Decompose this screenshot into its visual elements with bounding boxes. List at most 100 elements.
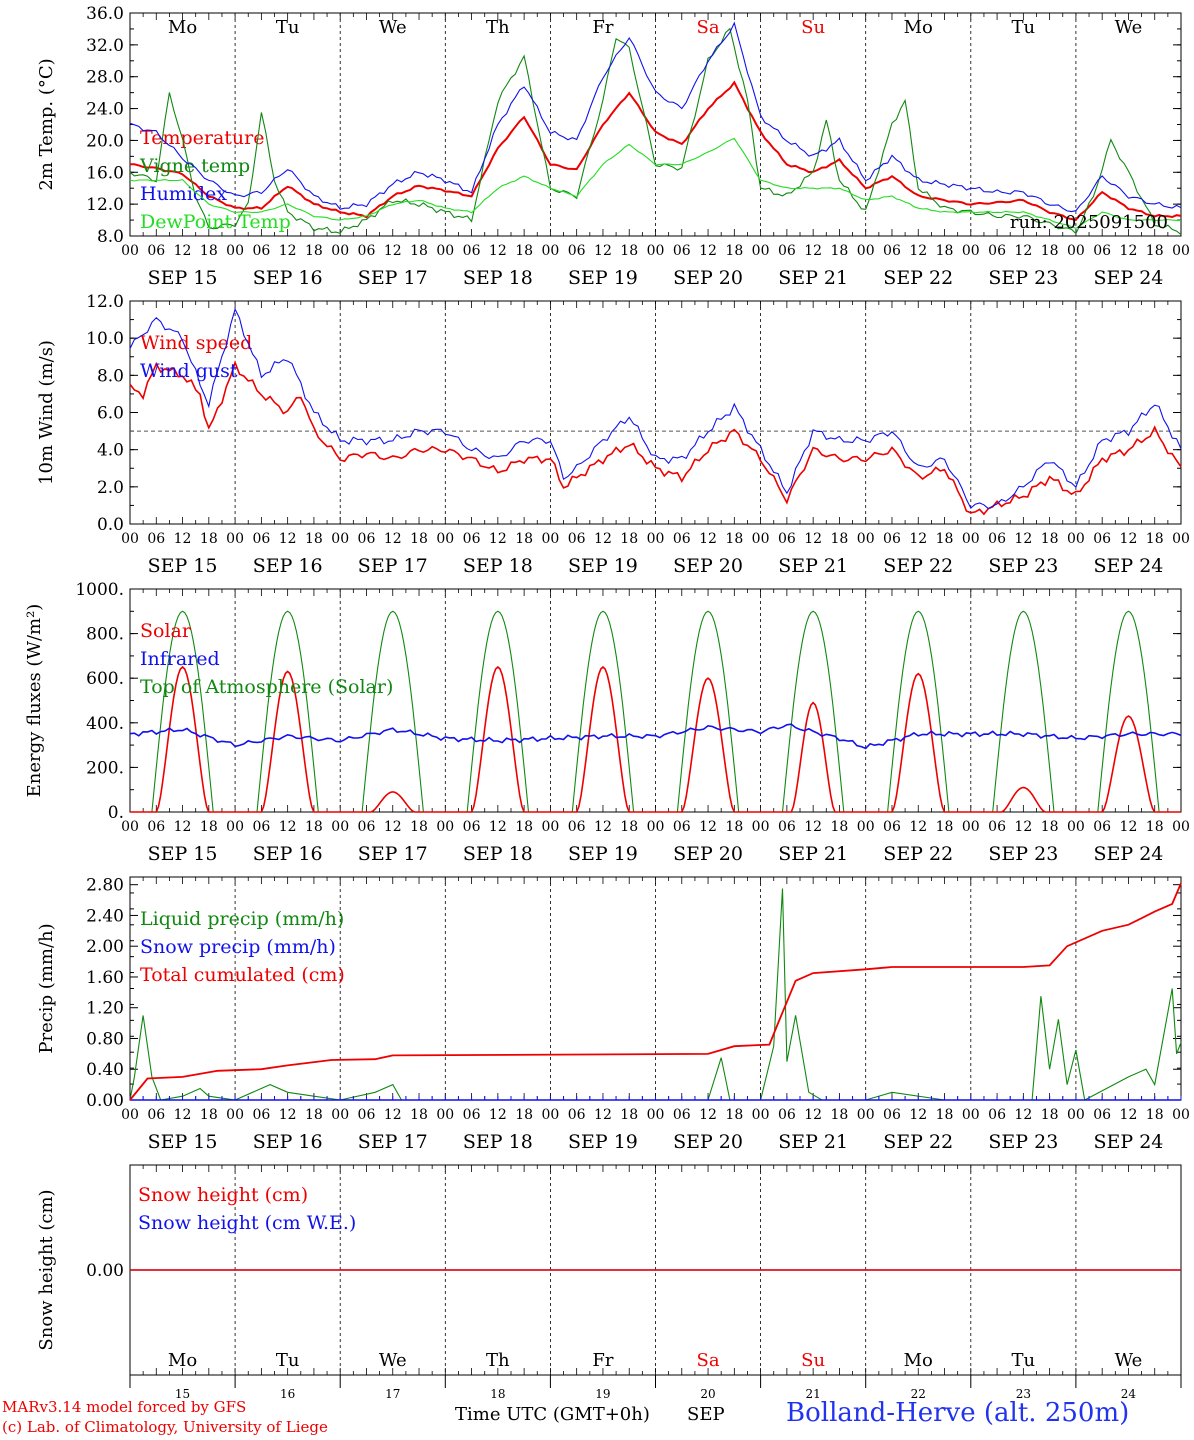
x-hour-label: 18	[831, 819, 849, 835]
x-hour-label: 18	[1041, 1107, 1059, 1123]
x-date-label: SEP 21	[778, 555, 848, 577]
x-hour-label: 18	[725, 243, 743, 259]
x-date-label: SEP 20	[673, 555, 743, 577]
x-date-label: SEP 24	[1094, 843, 1164, 865]
x-hour-label: 18	[1041, 243, 1059, 259]
y-tick-label: 28.0	[86, 68, 124, 88]
x-date-label: SEP 18	[463, 555, 533, 577]
x-hour-label: 18	[936, 243, 954, 259]
x-date-label: SEP 17	[358, 555, 428, 577]
x-hour-label: 12	[699, 531, 717, 547]
x-hour-label: 18	[515, 243, 533, 259]
x-date-label: SEP 24	[1094, 555, 1164, 577]
panel-frame-1	[129, 12, 1182, 237]
x-hour-label: 12	[804, 819, 822, 835]
x-hour-label: 12	[174, 531, 192, 547]
x-hour-label: 12	[804, 1107, 822, 1123]
x-hour-label: 18	[410, 531, 428, 547]
day-number-label: 22	[911, 1387, 926, 1401]
y-tick-label: 8.0	[97, 366, 124, 386]
y-tick-label: 12.0	[86, 292, 124, 312]
x-hour-label: 12	[909, 1107, 927, 1123]
weekday-label: Su	[801, 17, 825, 38]
x-hour-label: 06	[778, 1107, 796, 1123]
x-hour-label: 18	[725, 531, 743, 547]
x-date-label: SEP 23	[988, 555, 1058, 577]
weekday-label: Mo	[904, 17, 933, 38]
weekday-label: Su	[801, 1350, 825, 1371]
x-hour-label: 12	[699, 243, 717, 259]
x-hour-label: 18	[1041, 819, 1059, 835]
x-hour-label: 12	[384, 531, 402, 547]
x-hour-label: 12	[594, 243, 612, 259]
x-hour-label: 06	[1093, 531, 1111, 547]
x-hour-label: 00	[1067, 243, 1085, 259]
y-tick-label: 4.0	[97, 441, 124, 461]
y-tick-label: 8.0	[97, 227, 124, 247]
y-tick-label: 20.0	[86, 131, 124, 151]
x-hour-label: 12	[1014, 531, 1032, 547]
x-date-label: SEP 24	[1094, 1131, 1164, 1153]
y-tick-label: 0.0	[97, 515, 124, 535]
x-hour-label: 06	[988, 531, 1006, 547]
x-hour-label: 06	[673, 531, 691, 547]
y-tick-label: 2.00	[86, 937, 124, 957]
y-axis-title: 10m Wind (m/s)	[36, 340, 57, 485]
y-tick-label: 36.0	[86, 4, 124, 24]
day-number-label: 18	[490, 1387, 505, 1401]
legend-vigne-temp: Vigne temp	[139, 155, 250, 177]
weekday-label: We	[379, 1350, 407, 1371]
x-date-label: SEP 19	[568, 555, 638, 577]
x-hour-label: 00	[647, 531, 665, 547]
x-hour-label: 18	[305, 531, 323, 547]
y-tick-label: 2.0	[97, 478, 124, 498]
series-line-wind-gust	[129, 307, 1182, 510]
weekday-label: Tu	[276, 17, 300, 38]
y-tick-label: 0.00	[86, 1091, 124, 1111]
x-date-label: SEP 15	[148, 267, 218, 289]
day-number-label: 19	[595, 1387, 610, 1401]
weekday-label: Mo	[904, 1350, 933, 1371]
x-hour-label: 12	[174, 819, 192, 835]
legend-liquid-precip-mm-h-: Liquid precip (mm/h)	[140, 908, 344, 930]
y-tick-label: 0.80	[86, 1029, 124, 1049]
x-hour-label: 12	[804, 243, 822, 259]
x-hour-label: 00	[436, 531, 454, 547]
x-hour-label: 06	[463, 819, 481, 835]
x-hour-label: 18	[725, 819, 743, 835]
y-tick-label: 1.60	[86, 968, 124, 988]
legend-snow-height-cm-: Snow height (cm)	[138, 1184, 308, 1206]
x-hour-label: 00	[857, 819, 875, 835]
x-date-label: SEP 22	[883, 267, 953, 289]
x-date-label: SEP 15	[148, 1131, 218, 1153]
x-hour-label: 12	[279, 1107, 297, 1123]
x-hour-label: 06	[1093, 819, 1111, 835]
y-tick-label: 32.0	[86, 36, 124, 56]
x-hour-label: 00	[121, 1107, 139, 1123]
x-hour-label: 18	[200, 1107, 218, 1123]
weekday-label: We	[379, 17, 407, 38]
series-line-solar	[130, 665, 1181, 813]
legend-dewpoint-temp: DewPoint Temp	[140, 211, 291, 233]
x-hour-label: 06	[252, 1107, 270, 1123]
lab-credit: (c) Lab. of Climatology, University of L…	[2, 1418, 328, 1436]
x-date-label: SEP 23	[988, 1131, 1058, 1153]
legend-wind-gust: Wind gust	[140, 360, 238, 382]
x-hour-label: 12	[1120, 819, 1138, 835]
x-hour-label: 12	[1014, 1107, 1032, 1123]
x-date-label: SEP 17	[358, 267, 428, 289]
x-hour-label: 18	[831, 531, 849, 547]
x-hour-label: 00	[647, 243, 665, 259]
x-date-label: SEP 21	[778, 1131, 848, 1153]
day-number-label: 24	[1121, 1387, 1137, 1401]
x-date-label: SEP 23	[988, 843, 1058, 865]
month-label: SEP	[687, 1404, 725, 1425]
x-hour-label: 00	[226, 1107, 244, 1123]
y-tick-label: 1000.	[75, 580, 124, 600]
x-hour-label: 06	[252, 819, 270, 835]
x-date-label: SEP 15	[148, 555, 218, 577]
series-line-total-cumulated	[129, 882, 1182, 1101]
x-hour-label: 00	[1067, 1107, 1085, 1123]
x-hour-label: 12	[594, 531, 612, 547]
